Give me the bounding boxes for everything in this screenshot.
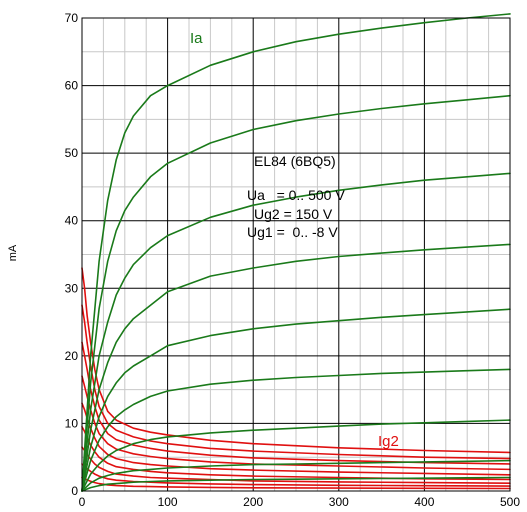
x-tick-label: 100 [158,495,178,509]
x-tick-label: 200 [243,495,263,509]
series-line-ia-5 [81,308,511,492]
series-line-ia-3 [81,172,511,492]
x-tick-label: 500 [500,495,520,509]
family-label-ig2: Ig2 [378,433,399,450]
y-tick-label: 40 [65,214,79,228]
annotation-ug2: Ug2 = 150 V [254,206,333,222]
y-tick-label: 60 [65,79,79,93]
series-line-ia-6 [81,368,511,492]
plot-frame [81,17,511,492]
y-tick-label: 0 [71,484,78,498]
y-tick-label: 30 [65,281,79,295]
family-label-ia: Ia [190,30,203,47]
y-tick-label: 70 [65,11,79,25]
annotation-tube: EL84 (6BQ5) [254,153,336,169]
series-line-ia-4 [81,243,511,492]
series-line-ia-8 [81,459,511,492]
y-tick-label: 50 [65,146,79,160]
series-line-ia-7 [81,419,511,492]
y-tick-label: 10 [65,416,79,430]
annotation-ug1: Ug1 = 0.. -8 V [247,224,338,240]
series-group [81,13,511,492]
series-line-ia-2 [81,94,511,492]
series-line-ig2-8 [81,463,511,487]
series-line-ia-9 [81,476,511,492]
series-line-ig2-9 [81,476,511,490]
y-tick-label: 20 [65,349,79,363]
series-line-ig2-1 [81,267,511,454]
x-tick-label: 300 [329,495,349,509]
x-tick-label: 0 [79,495,86,509]
y-axis-ticks: 0 10 20 30 40 50 60 70 [65,11,79,498]
x-axis-ticks: 0 100 200 300 400 500 [79,495,521,509]
minor-grid [82,18,510,491]
y-axis-label: mA [7,244,19,261]
series-line-ia-1 [81,13,511,492]
annotation-ua: Ua = 0.. 500 V [247,187,345,203]
series-line-ig2-2 [81,304,511,460]
x-tick-label: 400 [414,495,434,509]
